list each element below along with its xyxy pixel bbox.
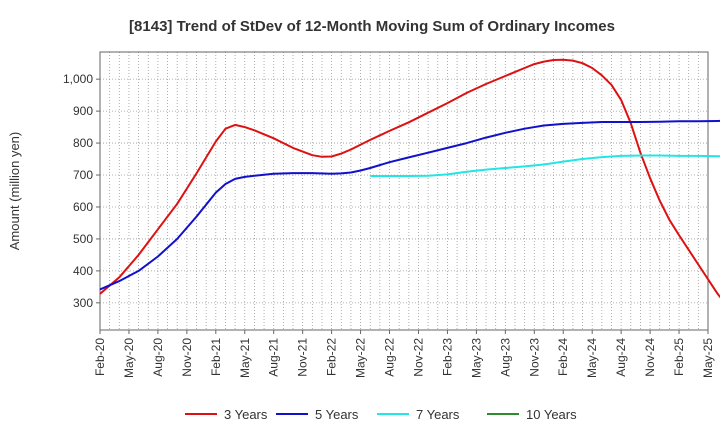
- x-tick-label: Nov-23: [527, 338, 541, 377]
- series-line-5-years: [99, 119, 720, 291]
- y-tick-label: 1,000: [63, 72, 93, 86]
- legend-label: 7 Years: [416, 407, 460, 422]
- y-tick-label: 900: [73, 104, 93, 118]
- y-tick-label: 700: [73, 168, 93, 182]
- legend-label: 5 Years: [315, 407, 359, 422]
- grid-lines: [100, 52, 708, 330]
- y-axis-label: Amount (million yen): [7, 132, 22, 251]
- x-tick-label: May-23: [469, 338, 483, 378]
- x-tick-label: May-22: [354, 338, 368, 378]
- x-tick-label: Feb-25: [672, 338, 686, 376]
- x-tick-label: Feb-22: [325, 338, 339, 376]
- x-tick-label: Aug-24: [614, 338, 628, 377]
- x-tick-label: May-20: [122, 338, 136, 378]
- x-tick-label: Nov-20: [180, 338, 194, 377]
- x-tick-label: Feb-20: [93, 338, 107, 376]
- x-tick-label: Feb-23: [440, 338, 454, 376]
- y-tick-label: 500: [73, 232, 93, 246]
- legend-label: 3 Years: [224, 407, 268, 422]
- chart-title: [8143] Trend of StDev of 12-Month Moving…: [129, 18, 615, 35]
- legend: 3 Years 5 Years 7 Years 10 Years: [185, 407, 577, 422]
- x-tick-label: Aug-23: [498, 338, 512, 377]
- y-tick-label: 800: [73, 136, 93, 150]
- x-tick-label: Feb-24: [556, 338, 570, 376]
- y-tick-label: 600: [73, 200, 93, 214]
- series-line-3-years: [99, 58, 720, 299]
- plot-area: [99, 51, 709, 331]
- x-tick-label: Nov-21: [296, 338, 310, 377]
- series-layer: [99, 58, 720, 299]
- x-tick-label: Aug-22: [383, 338, 397, 377]
- x-tick-label: May-25: [701, 338, 715, 378]
- y-axis-ticks: 300 400 500 600 700 800 900 1,000: [63, 72, 100, 310]
- x-tick-label: Aug-20: [151, 338, 165, 377]
- x-axis-ticks: Feb-20 May-20 Aug-20 Nov-20 Feb-21 May-21 Aug-…: [93, 330, 715, 378]
- y-tick-label: 300: [73, 296, 93, 310]
- x-tick-label: Feb-21: [209, 338, 223, 376]
- y-tick-label: 400: [73, 264, 93, 278]
- series-line-7-years: [370, 154, 720, 177]
- x-tick-label: Nov-24: [643, 338, 657, 377]
- x-tick-label: Aug-21: [267, 338, 281, 377]
- x-tick-label: May-24: [585, 338, 599, 378]
- legend-label: 10 Years: [526, 407, 577, 422]
- x-tick-label: Nov-22: [411, 338, 425, 377]
- x-tick-label: May-21: [238, 338, 252, 378]
